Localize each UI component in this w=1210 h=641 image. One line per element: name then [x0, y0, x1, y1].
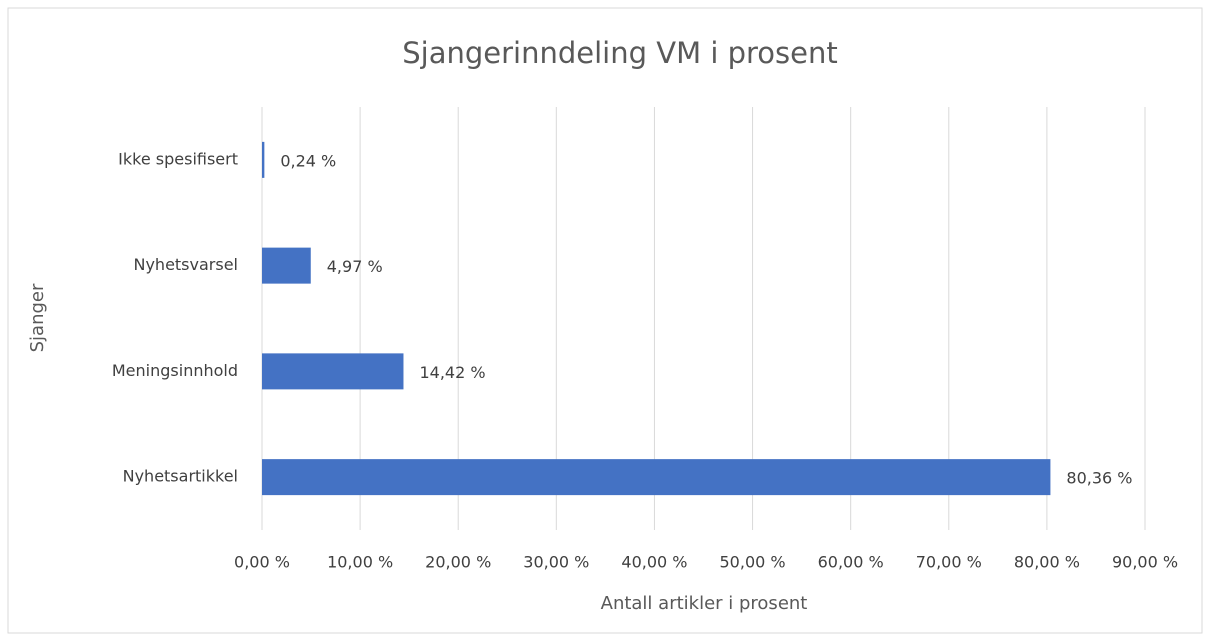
x-tick-label: 90,00 % [1112, 553, 1178, 572]
x-tick-label: 60,00 % [818, 553, 884, 572]
y-tick-label: Nyhetsvarsel [133, 255, 238, 274]
x-tick-label: 30,00 % [523, 553, 589, 572]
data-label: 0,24 % [280, 151, 336, 170]
x-tick-label: 80,00 % [1014, 553, 1080, 572]
y-tick-label: Ikke spesifisert [118, 149, 238, 168]
bar [262, 247, 311, 284]
chart-border [7, 7, 1203, 634]
data-label: 14,42 % [419, 363, 485, 382]
bar [262, 141, 265, 178]
y-tick-label: Meningsinnhold [112, 361, 238, 380]
x-tick-label: 10,00 % [327, 553, 393, 572]
x-tick-label: 0,00 % [234, 553, 290, 572]
chart-title: Sjangerinndeling VM i prosent [402, 36, 837, 70]
bar [262, 353, 404, 390]
x-tick-label: 70,00 % [916, 553, 982, 572]
data-label: 80,36 % [1066, 469, 1132, 488]
x-tick-label: 40,00 % [621, 553, 687, 572]
x-tick-label: 50,00 % [720, 553, 786, 572]
y-axis-label: Sjanger [27, 283, 48, 352]
data-label: 4,97 % [327, 257, 383, 276]
x-tick-label: 20,00 % [425, 553, 491, 572]
x-axis-label: Antall artikler i prosent [601, 593, 808, 614]
bar [262, 459, 1051, 496]
y-tick-label: Nyhetsartikkel [123, 467, 238, 486]
